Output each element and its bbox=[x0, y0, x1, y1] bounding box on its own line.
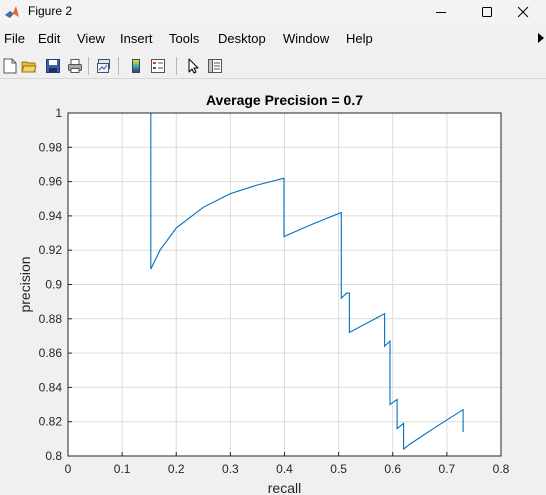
x-tick-label: 0.3 bbox=[222, 462, 239, 476]
menu-edit[interactable]: Edit bbox=[38, 31, 61, 46]
insert-legend-button[interactable] bbox=[148, 56, 168, 76]
open-file-icon bbox=[21, 61, 37, 73]
new-figure-button[interactable] bbox=[0, 56, 20, 76]
window-titlebar: Figure 2 bbox=[0, 0, 546, 24]
x-tick-label: 0.8 bbox=[493, 462, 510, 476]
x-axis-label: recall bbox=[268, 480, 301, 495]
x-tick-label: 0 bbox=[65, 462, 72, 476]
print-button[interactable] bbox=[65, 56, 85, 76]
x-tick-label: 0.7 bbox=[439, 462, 456, 476]
toolbar-separator bbox=[176, 57, 177, 75]
y-tick-label: 0.9 bbox=[45, 278, 62, 292]
precision-recall-plot[interactable]: 0 0.1 0.2 0.3 0.4 0.5 0.6 0.7 0.8 0.80.820.840.8… bbox=[0, 80, 546, 495]
window-title: Figure 2 bbox=[28, 4, 73, 18]
menu-window[interactable]: Window bbox=[283, 31, 330, 46]
menu-overflow-arrow-icon[interactable] bbox=[538, 33, 544, 43]
x-tick-label: 0.5 bbox=[330, 462, 347, 476]
plot-title: Average Precision = 0.7 bbox=[206, 92, 363, 108]
close-button[interactable] bbox=[500, 0, 546, 24]
x-tick-labels: 0 0.1 0.2 0.3 0.4 0.5 0.6 0.7 0.8 bbox=[65, 462, 510, 476]
matlab-logo-icon bbox=[5, 6, 19, 18]
figure-toolbar bbox=[0, 53, 546, 79]
x-tick-label: 0.4 bbox=[276, 462, 293, 476]
x-tick-label: 0.2 bbox=[168, 462, 185, 476]
menu-insert[interactable]: Insert bbox=[120, 31, 153, 46]
insert-colorbar-button[interactable] bbox=[126, 56, 146, 76]
open-file-button[interactable] bbox=[19, 56, 39, 76]
new-figure-icon bbox=[3, 58, 17, 74]
menu-view[interactable]: View bbox=[77, 31, 105, 46]
y-tick-label: 1 bbox=[55, 106, 62, 120]
toolbar-separator bbox=[118, 57, 119, 75]
y-tick-label: 0.8 bbox=[45, 449, 62, 463]
y-tick-label: 0.92 bbox=[39, 243, 63, 257]
y-tick-label: 0.86 bbox=[39, 346, 63, 360]
y-tick-label: 0.96 bbox=[39, 175, 63, 189]
property-inspector-icon bbox=[208, 59, 222, 73]
property-inspector-button[interactable] bbox=[205, 56, 225, 76]
menu-tools[interactable]: Tools bbox=[169, 31, 200, 46]
precision-recall-curve bbox=[68, 112, 464, 451]
grid-lines bbox=[68, 113, 501, 456]
maximize-icon bbox=[482, 7, 492, 17]
y-tick-label: 0.88 bbox=[39, 312, 63, 326]
menu-file[interactable]: File bbox=[4, 31, 25, 46]
save-button[interactable] bbox=[43, 56, 63, 76]
y-tick-label: 0.82 bbox=[39, 415, 63, 429]
y-tick-label: 0.84 bbox=[39, 380, 63, 394]
insert-legend-icon bbox=[151, 59, 165, 73]
y-tick-label: 0.94 bbox=[39, 209, 63, 223]
print-icon bbox=[68, 59, 82, 73]
y-tick-labels: 0.8 0.82 0.84 0.86 0.88 0.9 0.92 0.94 0.96 0.98 1 bbox=[39, 106, 63, 463]
y-tick-label: 0.98 bbox=[39, 140, 63, 154]
link-plot-button[interactable] bbox=[94, 56, 114, 76]
edit-plot-icon bbox=[188, 58, 199, 74]
minimize-button[interactable] bbox=[418, 0, 464, 24]
menu-desktop[interactable]: Desktop bbox=[218, 31, 266, 46]
close-icon bbox=[517, 6, 529, 18]
axis-ticks bbox=[67, 112, 502, 457]
y-axis-label: precision bbox=[17, 256, 33, 312]
figure-canvas[interactable]: 0 0.1 0.2 0.3 0.4 0.5 0.6 0.7 0.8 0.8 0.82 0.84 0.8… bbox=[0, 80, 546, 495]
menu-help[interactable]: Help bbox=[346, 31, 373, 46]
save-icon bbox=[46, 59, 60, 73]
x-tick-label: 0.1 bbox=[114, 462, 131, 476]
link-plot-icon bbox=[97, 59, 110, 73]
insert-colorbar-icon bbox=[132, 59, 140, 73]
toolbar-separator bbox=[88, 57, 89, 75]
x-tick-label: 0.6 bbox=[384, 462, 401, 476]
menu-bar: File Edit View Insert Tools Desktop Wind… bbox=[0, 27, 546, 49]
edit-plot-button[interactable] bbox=[183, 56, 203, 76]
minimize-icon bbox=[436, 12, 446, 13]
maximize-button[interactable] bbox=[464, 0, 510, 24]
